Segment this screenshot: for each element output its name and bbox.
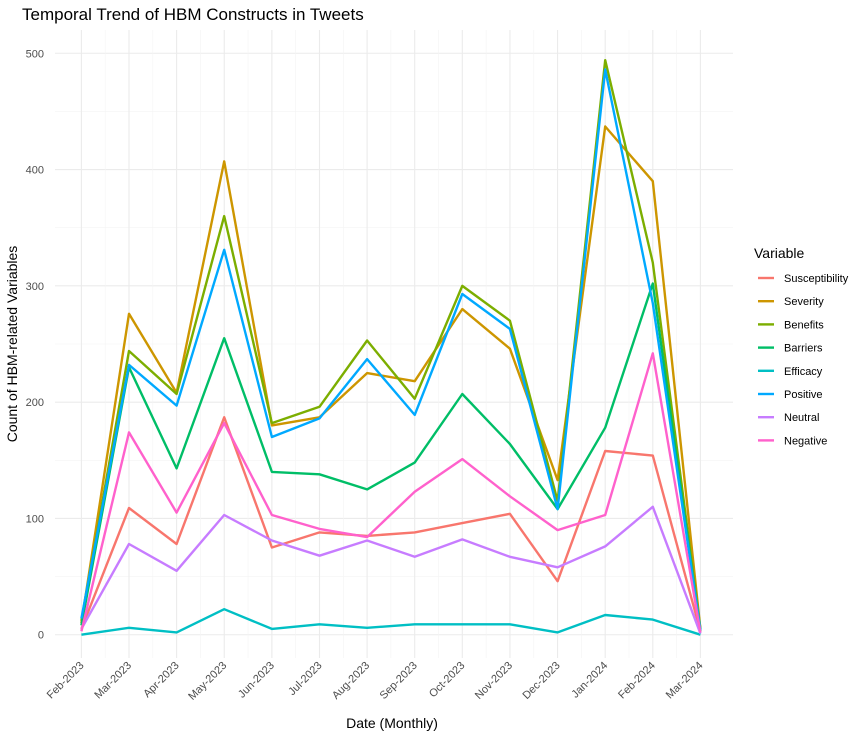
y-tick-label: 0 <box>38 630 44 642</box>
legend-label-efficacy: Efficacy <box>784 366 823 378</box>
x-axis-title: Date (Monthly) <box>346 715 438 731</box>
series-line-severity <box>80 125 702 630</box>
x-tick-label: Mar-2023 <box>92 660 134 702</box>
x-tick-label: Aug-2023 <box>330 660 372 702</box>
series-line-neutral <box>80 505 702 635</box>
series-line-barriers <box>80 282 702 632</box>
x-tick-label: Jul-2023 <box>286 660 324 698</box>
legend-label-benefits: Benefits <box>784 319 824 331</box>
series-line-efficacy <box>81 608 701 636</box>
y-tick-label: 200 <box>26 397 44 409</box>
x-tick-label: Sep-2023 <box>378 660 420 702</box>
legend: Variable Susceptibility Severity Benefits B… <box>754 245 849 447</box>
legend-title: Variable <box>754 245 805 261</box>
gridlines <box>55 30 733 658</box>
y-tick-label: 500 <box>26 48 44 60</box>
legend-label-positive: Positive <box>784 389 823 401</box>
x-tick-label: Mar-2024 <box>664 660 706 702</box>
y-axis-title: Count of HBM-related Variables <box>4 246 20 443</box>
chart-title: Temporal Trend of HBM Constructs in Twee… <box>22 5 364 24</box>
x-tick-label: Jan-2024 <box>569 660 610 701</box>
legend-label-negative: Negative <box>784 435 827 447</box>
x-tick-label: Nov-2023 <box>473 660 515 702</box>
legend-label-neutral: Neutral <box>784 412 819 424</box>
x-tick-label: Feb-2024 <box>616 660 658 702</box>
series-line-negative <box>80 352 702 633</box>
x-tick-label: May-2023 <box>186 660 229 703</box>
x-axis: Feb-2023 Mar-2023 Apr-2023 May-2023 Jun-2023… <box>45 660 706 703</box>
legend-label-barriers: Barriers <box>784 343 823 355</box>
x-tick-label: Jun-2023 <box>236 660 277 701</box>
series-line-susceptibility <box>80 416 702 632</box>
x-tick-label: Dec-2023 <box>520 660 562 702</box>
legend-label-susceptibility: Susceptibility <box>784 273 849 285</box>
legend-label-severity: Severity <box>784 296 824 308</box>
x-tick-label: Apr-2023 <box>141 660 181 700</box>
x-tick-label: Oct-2023 <box>427 660 467 700</box>
y-axis: 0 100 200 300 400 500 <box>26 48 44 641</box>
y-tick-label: 100 <box>26 513 44 525</box>
series-line-positive <box>80 68 702 631</box>
series-lines <box>80 59 702 636</box>
x-tick-label: Feb-2023 <box>45 660 87 702</box>
y-tick-label: 400 <box>26 165 44 177</box>
y-tick-label: 300 <box>26 281 44 293</box>
